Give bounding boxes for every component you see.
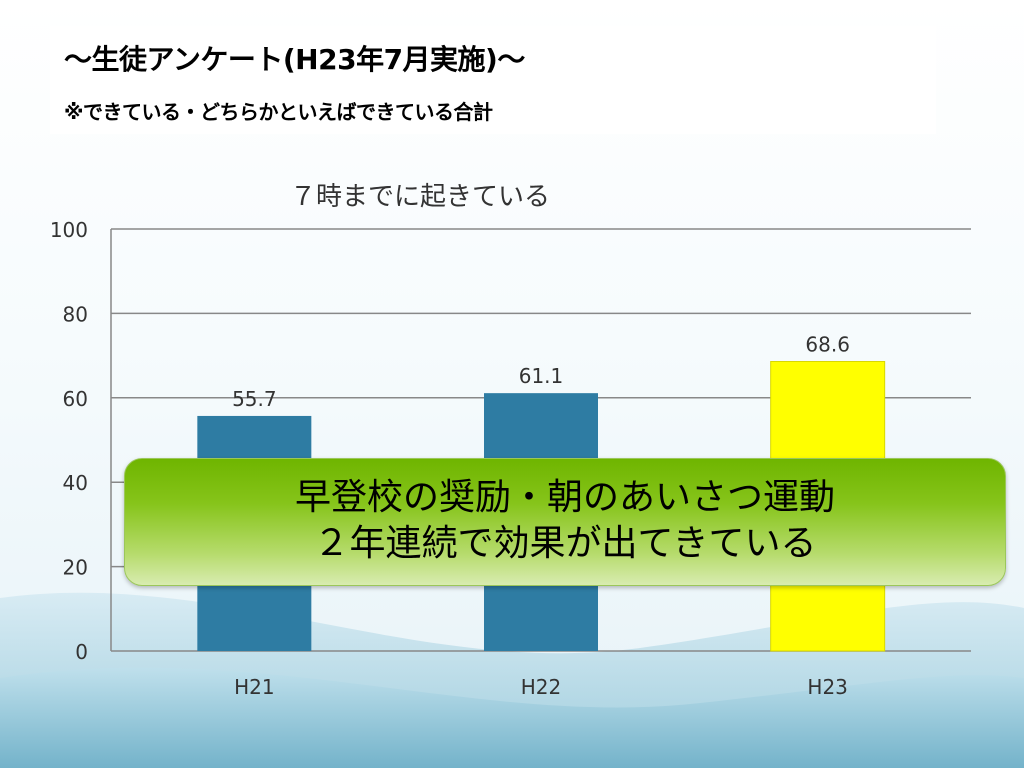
x-tick-label-H23: H23 xyxy=(807,675,848,699)
y-tick-label-20: 20 xyxy=(63,556,88,580)
callout-line-2: ２年連続で効果が出てきている xyxy=(313,523,817,564)
x-tick-label-H21: H21 xyxy=(234,675,275,699)
y-tick-label-80: 80 xyxy=(63,302,88,326)
callout-box: 早登校の奨励・朝のあいさつ運動 ２年連続で効果が出てきている xyxy=(124,458,1006,586)
header-box: ～生徒アンケート(H23年7月実施)～ ※できている・どちらかといえばできている… xyxy=(50,26,936,134)
y-tick-label-0: 0 xyxy=(75,640,88,664)
page-title: ～生徒アンケート(H23年7月実施)～ xyxy=(64,43,525,76)
y-tick-label-40: 40 xyxy=(63,471,88,495)
data-label-H22: 61.1 xyxy=(519,364,564,388)
x-tick-label-H22: H22 xyxy=(521,675,562,699)
page-subtitle: ※できている・どちらかといえばできている合計 xyxy=(64,100,493,124)
data-label-H23: 68.6 xyxy=(805,333,850,357)
data-label-H21: 55.7 xyxy=(232,387,277,411)
callout-line-1: 早登校の奨励・朝のあいさつ運動 xyxy=(294,477,835,518)
y-tick-label-100: 100 xyxy=(50,218,88,242)
y-tick-label-60: 60 xyxy=(63,387,88,411)
chart-title: ７時までに起きている xyxy=(289,182,550,212)
